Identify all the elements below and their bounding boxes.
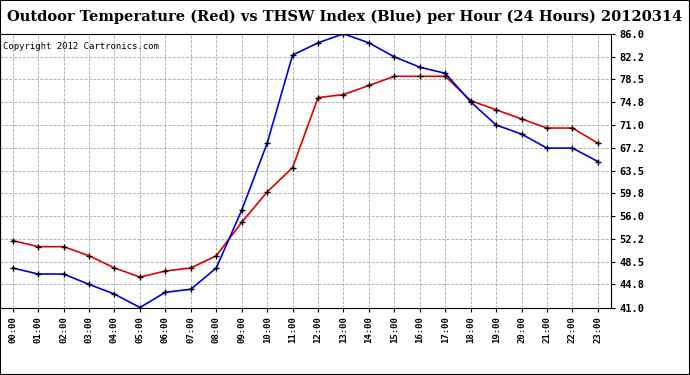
Text: Copyright 2012 Cartronics.com: Copyright 2012 Cartronics.com bbox=[3, 42, 159, 51]
Text: Outdoor Temperature (Red) vs THSW Index (Blue) per Hour (24 Hours) 20120314: Outdoor Temperature (Red) vs THSW Index … bbox=[8, 10, 682, 24]
